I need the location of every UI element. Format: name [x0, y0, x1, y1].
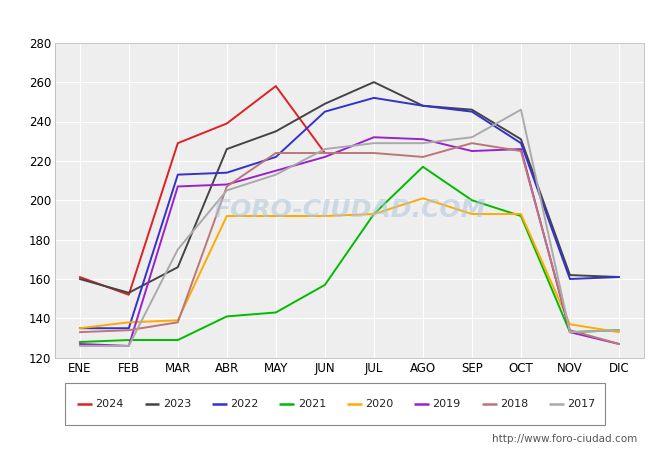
Text: 2020: 2020 — [365, 399, 393, 409]
Text: 2023: 2023 — [162, 399, 191, 409]
Text: http://www.foro-ciudad.com: http://www.foro-ciudad.com — [492, 434, 637, 445]
Text: 2017: 2017 — [567, 399, 595, 409]
Text: 2018: 2018 — [500, 399, 528, 409]
Text: 2022: 2022 — [230, 399, 259, 409]
Text: 2021: 2021 — [298, 399, 326, 409]
Text: 2019: 2019 — [432, 399, 461, 409]
Text: FORO-CIUDAD.COM: FORO-CIUDAD.COM — [213, 198, 486, 222]
Text: 2024: 2024 — [96, 399, 124, 409]
Text: Afiliados en Escorca a 31/5/2024: Afiliados en Escorca a 31/5/2024 — [189, 9, 461, 27]
